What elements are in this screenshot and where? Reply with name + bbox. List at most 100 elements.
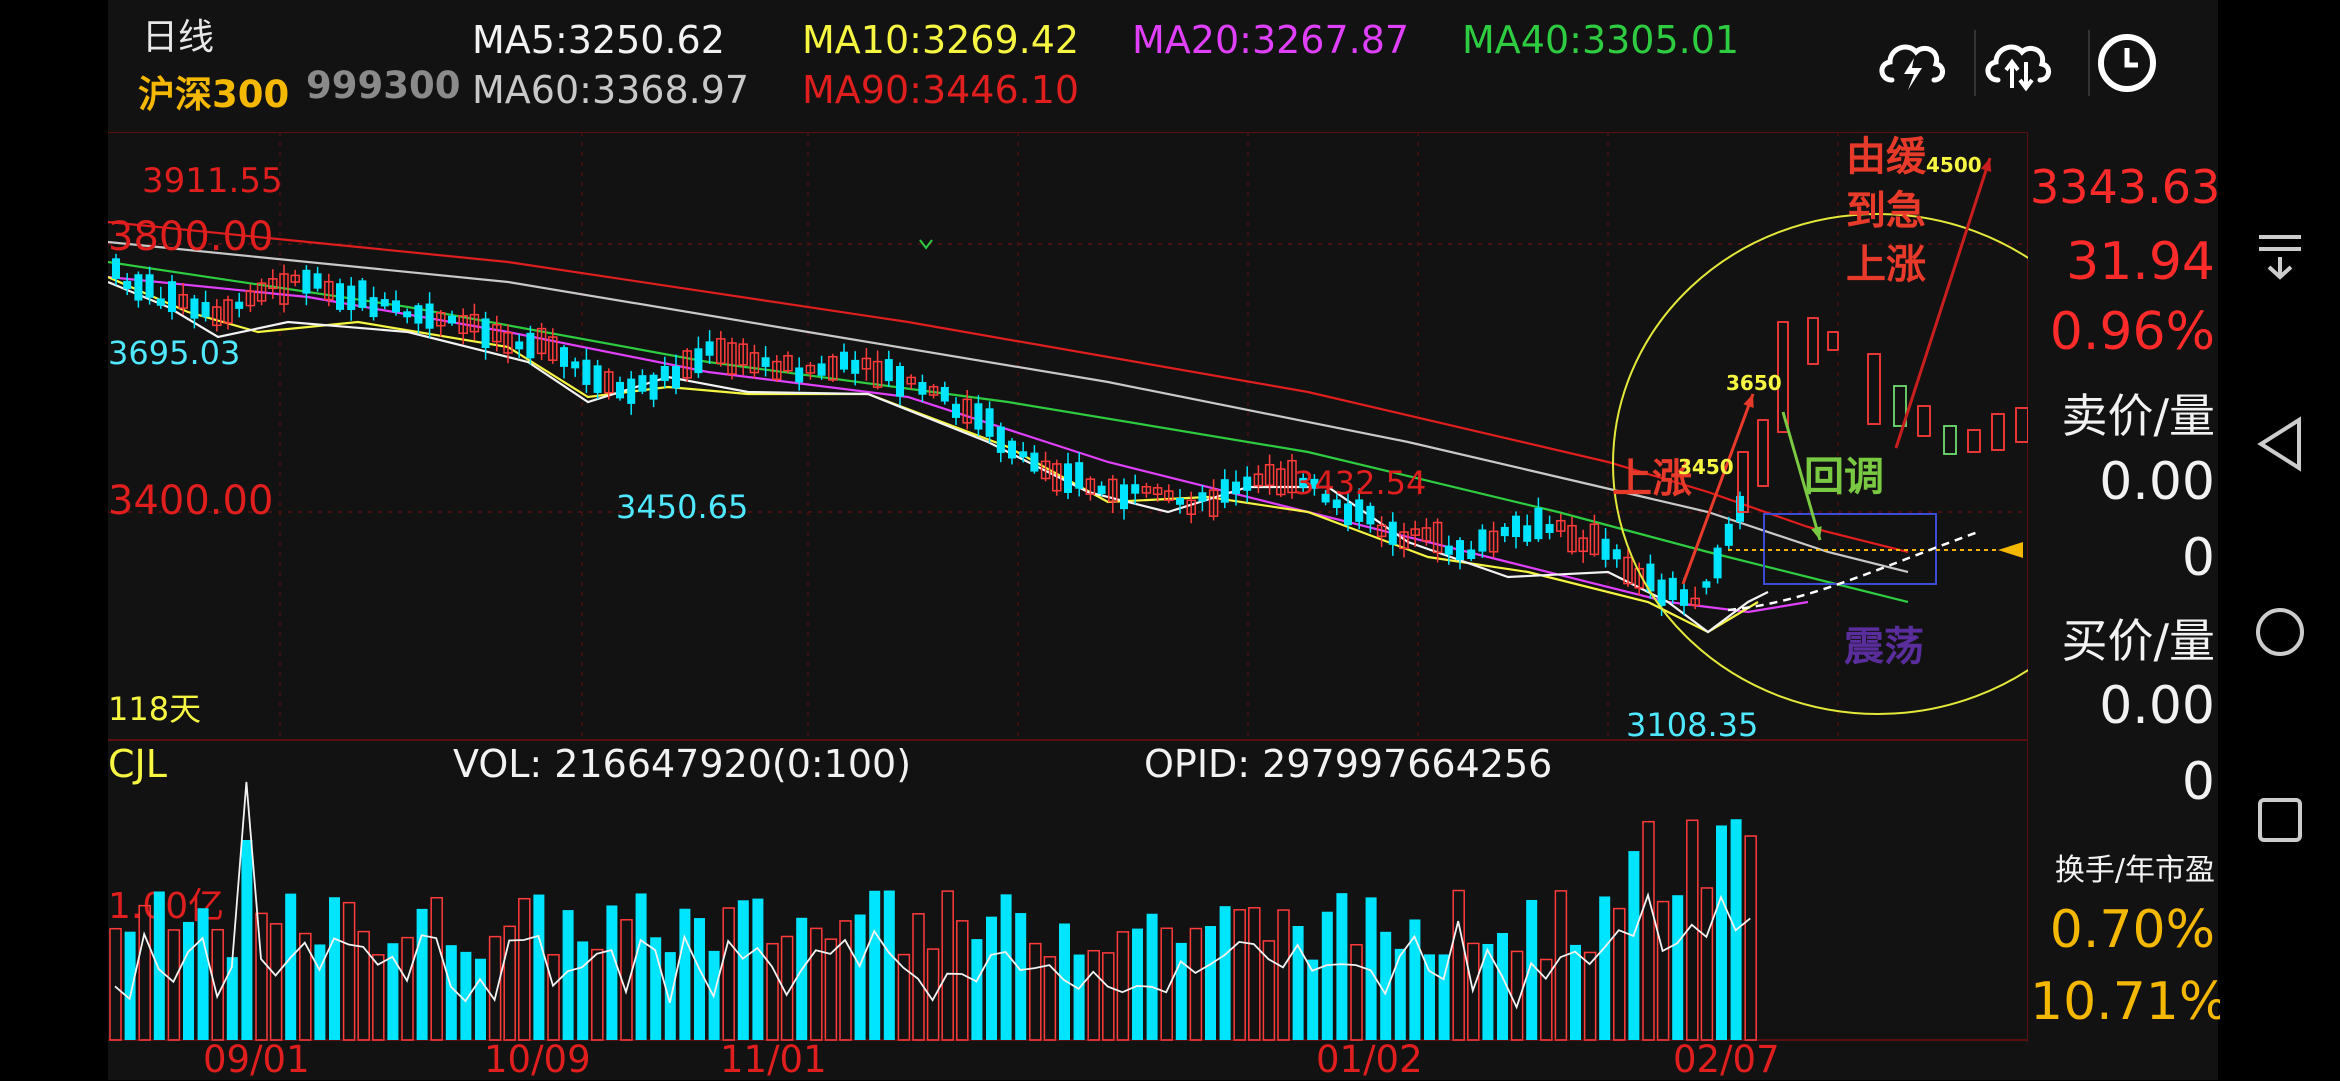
volume-bar	[1409, 919, 1421, 1040]
volume-bar	[1583, 951, 1597, 1041]
candle	[1601, 538, 1610, 560]
candle	[974, 403, 983, 430]
stock-name[interactable]: 沪深300	[138, 73, 290, 116]
pe-ratio: 10.71%	[2030, 972, 2229, 1032]
level-3800-label: 3800.00	[108, 214, 273, 260]
pullback-arrow	[1781, 411, 1822, 541]
candle	[178, 294, 188, 309]
candle	[1578, 537, 1588, 553]
candle	[817, 363, 826, 376]
volume-ma-line	[114, 781, 1751, 1010]
volume-bar	[1000, 894, 1012, 1040]
candle	[1299, 477, 1308, 488]
high-price-label: 3432.54	[1294, 464, 1426, 502]
cloud-sync-icon[interactable]	[1980, 28, 2056, 98]
volume-bar	[1716, 825, 1727, 1040]
candle	[1467, 549, 1476, 560]
volume-bar	[591, 948, 604, 1041]
volume-bar	[1248, 907, 1261, 1041]
volume-bar	[752, 898, 764, 1040]
projected-candle	[1867, 353, 1881, 425]
candle	[1736, 495, 1744, 522]
candle	[593, 365, 602, 393]
candle	[952, 403, 960, 418]
candle	[1807, 317, 1819, 365]
clock-icon[interactable]	[2094, 30, 2160, 96]
candle	[245, 290, 256, 307]
candle	[1500, 526, 1509, 537]
volume-bar	[124, 931, 136, 1040]
candle	[112, 258, 120, 279]
candle	[268, 278, 278, 290]
volume-bar	[1482, 943, 1494, 1040]
menu-collapse-icon[interactable]	[2220, 206, 2340, 306]
ma5-line	[107, 280, 1769, 634]
volume-bar	[1015, 913, 1027, 1040]
candle	[772, 360, 782, 381]
sell-price: 0.00	[2099, 452, 2215, 512]
candle	[336, 283, 344, 310]
candle	[1432, 521, 1443, 554]
candle	[749, 352, 760, 374]
candle	[861, 357, 872, 370]
volume-bar	[241, 840, 253, 1040]
candle	[1757, 419, 1769, 487]
ma20-label: MA20:3267.87	[1132, 18, 1410, 62]
volume-bar	[430, 897, 443, 1041]
candle	[1243, 476, 1252, 491]
candle	[492, 324, 502, 343]
recents-icon[interactable]	[2220, 770, 2340, 870]
volume-bar	[401, 936, 414, 1041]
price-chart[interactable]: 3911.55 3800.00 3695.03 3450.65 3400.00 3432.…	[107, 131, 2144, 744]
candle	[928, 385, 939, 396]
volume-bar	[1043, 956, 1057, 1041]
volume-bar	[503, 925, 516, 1041]
period-label[interactable]: 日线	[142, 17, 215, 58]
volume-bar	[737, 900, 749, 1040]
volume-bar	[780, 935, 794, 1041]
volume-bar	[372, 954, 385, 1041]
candle	[235, 301, 244, 309]
price-change-pct: 0.96%	[2049, 302, 2215, 362]
candle	[469, 313, 480, 333]
candle	[560, 347, 568, 367]
volume-chart[interactable]: 1.00亿 CJL VOL: 216647920(0:100) OPID: 29…	[108, 742, 2029, 1042]
volume-bar	[183, 921, 194, 1040]
volume-bar	[226, 957, 238, 1040]
candle	[1589, 523, 1600, 556]
ma60-label: MA60:3368.97	[472, 68, 750, 112]
back-icon[interactable]	[2220, 394, 2340, 494]
volume-bar	[1570, 944, 1581, 1040]
annotation-pullback: 回调	[1804, 454, 1884, 500]
volume-bar	[562, 910, 574, 1040]
volume-bar	[956, 920, 969, 1041]
volume-chart-svg: 1.00亿	[108, 742, 2029, 1042]
volume-bar	[1628, 851, 1640, 1040]
home-icon[interactable]	[2220, 582, 2340, 682]
cloud-flash-icon[interactable]	[1874, 28, 1950, 98]
price-chart-svg: 3911.55 3800.00 3695.03 3450.65 3400.00 3432.…	[107, 131, 2144, 744]
candle	[828, 355, 838, 381]
candle	[660, 365, 669, 381]
volume-bar	[533, 894, 545, 1040]
candle	[526, 332, 535, 359]
candle	[716, 338, 726, 365]
candle	[604, 371, 614, 394]
projection-path	[1727, 530, 1979, 612]
candle	[347, 285, 356, 311]
candle	[884, 359, 893, 382]
pullback-arrow-head	[1811, 526, 1822, 540]
candle	[616, 381, 624, 399]
candle	[1777, 321, 1789, 433]
candle	[1152, 487, 1163, 495]
candle	[1702, 581, 1711, 588]
candle	[896, 366, 904, 397]
volume-bar	[722, 907, 735, 1041]
candle	[1376, 524, 1387, 538]
buy-price: 0.00	[2099, 676, 2215, 736]
header-divider	[2088, 30, 2090, 96]
volume-bar	[854, 914, 866, 1040]
current-price: 3343.63	[2030, 160, 2221, 214]
low-price-label: 3108.35	[1626, 706, 1758, 742]
candle	[1264, 463, 1275, 487]
